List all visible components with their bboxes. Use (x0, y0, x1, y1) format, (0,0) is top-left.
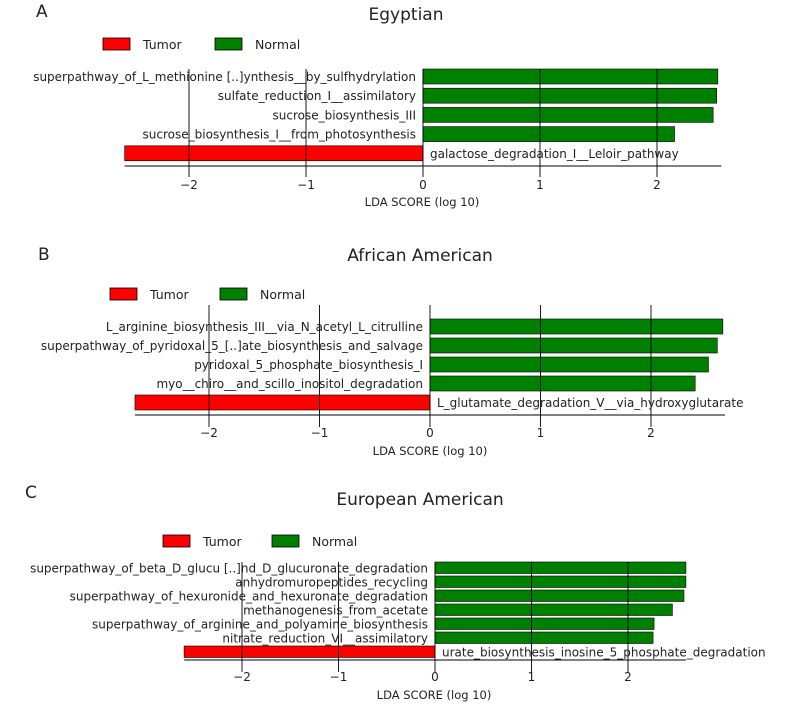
bar (422, 107, 714, 123)
bar (429, 356, 709, 373)
category-label: anhydromuropeptides_recycling (235, 575, 428, 589)
panel-title: African American (347, 246, 493, 266)
bar (134, 394, 431, 411)
tick-label: −2 (233, 670, 251, 684)
legend-label-normal: Normal (312, 534, 357, 549)
tick-label: 2 (647, 426, 655, 440)
tick-label: −2 (180, 178, 198, 192)
panel-a: A Egyptian Tumor Normal superpathway_of_L_me… (33, 2, 722, 209)
panel-title: European American (336, 490, 503, 510)
tick-label: −1 (330, 670, 348, 684)
panel-b: B African American Tumor Normal L_arginine_b… (38, 245, 743, 458)
bar (434, 617, 655, 630)
tick-label: −2 (200, 426, 218, 440)
x-axis-label: LDA SCORE (log 10) (365, 195, 480, 209)
category-label: L_glutamate_degradation_V__via_hydroxygl… (437, 396, 743, 410)
legend-label-tumor: Tumor (202, 534, 242, 549)
tick-label: 0 (431, 670, 439, 684)
legend-label-normal: Normal (255, 37, 300, 52)
legend-swatch-tumor (162, 534, 191, 548)
category-label: superpathway_of_arginine_and_polyamine_b… (92, 617, 428, 631)
category-label: sucrose_biosynthesis_III (272, 108, 416, 122)
legend-swatch-tumor (102, 37, 131, 51)
category-label: pyridoxal_5_phosphate_biosynthesis_I (194, 358, 423, 372)
x-axis-label: LDA SCORE (log 10) (377, 688, 492, 702)
category-label: L_arginine_biosynthesis_III__via_N_acety… (106, 320, 423, 334)
tick-label: −1 (297, 178, 315, 192)
bar (434, 603, 673, 616)
bar (434, 589, 685, 602)
panel-title: Egyptian (369, 5, 444, 25)
bar (434, 561, 687, 574)
panel-c: C European American Tumor Normal superpathwa… (25, 483, 766, 702)
legend-label-tumor: Tumor (142, 37, 182, 52)
legend-label-tumor: Tumor (149, 287, 189, 302)
bar (429, 337, 718, 354)
category-label: superpathway_of_beta_D_glucu [..]nd_D_gl… (30, 561, 428, 575)
tick-label: 1 (537, 426, 545, 440)
tick-label: 0 (419, 178, 427, 192)
category-label: galactose_degradation_I__Leloir_pathway (430, 147, 679, 161)
bar (429, 375, 696, 392)
category-label: sulfate_reduction_I__assimilatory (218, 89, 416, 103)
category-label: urate_biosynthesis_inosine_5_phosphate_d… (442, 645, 766, 659)
legend-swatch-normal (214, 37, 243, 51)
legend-swatch-tumor (109, 287, 138, 301)
category-label: superpathway_of_L_methionine [..]ynthesi… (33, 70, 416, 84)
category-label: methanogenesis_from_acetate (243, 603, 428, 617)
bar (422, 126, 675, 142)
legend-swatch-normal (219, 287, 248, 301)
bar (124, 145, 424, 162)
tick-label: 0 (426, 426, 434, 440)
x-axis-label: LDA SCORE (log 10) (373, 444, 488, 458)
bar (434, 631, 654, 644)
category-label: sucrose_biosynthesis_I__from_photosynthe… (143, 128, 416, 142)
tick-label: 2 (624, 670, 632, 684)
bar (183, 645, 436, 658)
tick-label: 1 (528, 670, 536, 684)
bar (422, 87, 717, 104)
legend-swatch-normal (271, 534, 300, 548)
panel-letter: C (25, 483, 37, 503)
panel-letter: B (38, 245, 50, 265)
bar (429, 318, 724, 335)
category-label: myo__chiro__and_scillo_inositol_degradat… (156, 377, 423, 391)
tick-label: 1 (536, 178, 544, 192)
panel-letter: A (36, 2, 48, 22)
legend-label-normal: Normal (260, 287, 305, 302)
category-label: nitrate_reduction_VI__assimilatory (222, 631, 428, 645)
bar (422, 68, 719, 85)
category-label: superpathway_of_hexuronide_and_hexuronat… (70, 589, 428, 603)
bar (434, 575, 687, 588)
tick-label: −1 (311, 426, 329, 440)
tick-label: 2 (653, 178, 661, 192)
category-label: superpathway_of_pyridoxal_5_[..]ate_bios… (41, 339, 423, 353)
